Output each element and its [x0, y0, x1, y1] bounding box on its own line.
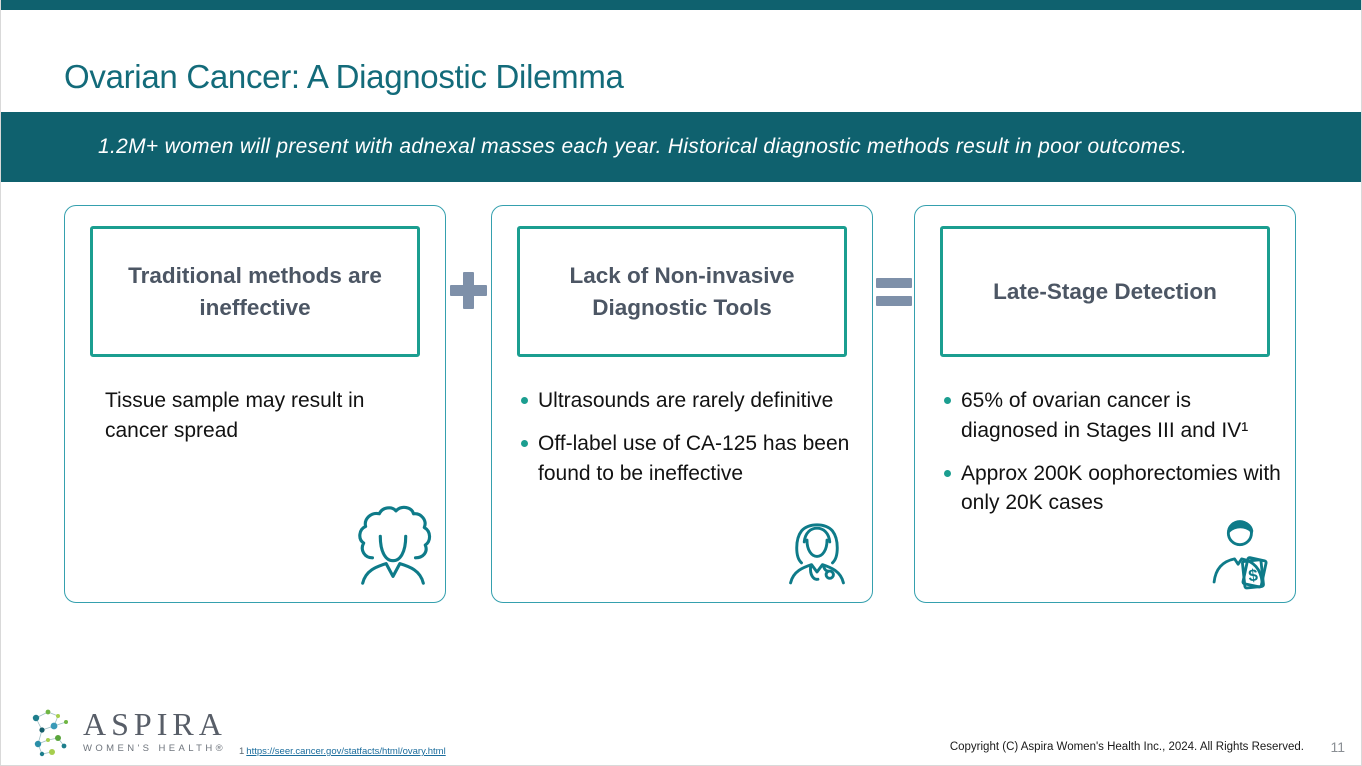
card-header-box: Traditional methods are ineffective: [90, 226, 420, 357]
bullet-item: Ultrasounds are rarely definitive: [520, 386, 858, 416]
footnote-link[interactable]: https://seer.cancer.gov/statfacts/html/o…: [246, 746, 446, 757]
card-bullet-list: Ultrasounds are rarely definitive Off-la…: [520, 386, 858, 501]
equals-icon: [876, 278, 912, 306]
card-header-box: Late-Stage Detection: [940, 226, 1270, 357]
page-number: 11: [1330, 739, 1345, 755]
plus-icon: [450, 272, 487, 309]
card-traditional-methods: Traditional methods are ineffective Tiss…: [64, 205, 446, 603]
top-accent-bar: [1, 0, 1361, 10]
aspira-logo-text: ASPIRA WOMEN'S HEALTH®: [83, 708, 227, 754]
subtitle-text: 1.2M+ women will present with adnexal ma…: [98, 135, 1188, 158]
card-bullet-list: 65% of ovarian cancer is diagnosed in St…: [943, 386, 1281, 531]
aspira-logo-dots-icon: [32, 709, 68, 757]
female-doctor-icon: [789, 523, 845, 585]
bullet-item: Approx 200K oophorectomies with only 20K…: [943, 459, 1281, 519]
aspira-logo: ASPIRA WOMEN'S HEALTH®: [27, 703, 227, 759]
card-header-label: Late-Stage Detection: [993, 278, 1217, 304]
logo-subtitle: WOMEN'S HEALTH®: [83, 743, 227, 754]
footnote-ref: 1: [239, 746, 245, 757]
card-header-label: Traditional methods are ineffective: [128, 263, 382, 320]
doctor-cost-icon: $: [1212, 520, 1268, 590]
footnote: 1 https://seer.cancer.gov/statfacts/html/…: [239, 746, 446, 757]
slide-title: Ovarian Cancer: A Diagnostic Dilemma: [64, 58, 624, 95]
logo-name: ASPIRA: [83, 706, 227, 742]
card-late-stage-detection: Late-Stage Detection 65% of ovarian canc…: [914, 205, 1296, 603]
copyright-text: Copyright (C) Aspira Women's Health Inc.…: [949, 741, 1304, 753]
woman-patient-icon: [358, 505, 432, 585]
subtitle-banner: 1.2M+ women will present with adnexal ma…: [1, 112, 1361, 182]
bullet-item: 65% of ovarian cancer is diagnosed in St…: [943, 386, 1281, 446]
card-body-text: Tissue sample may result in cancer sprea…: [105, 389, 365, 443]
card-lack-noninvasive-tools: Lack of Non-invasive Diagnostic Tools Ul…: [491, 205, 873, 603]
card-header-box: Lack of Non-invasive Diagnostic Tools: [517, 226, 847, 357]
card-header-label: Lack of Non-invasive Diagnostic Tools: [569, 263, 795, 320]
bullet-item: Off-label use of CA-125 has been found t…: [520, 429, 858, 489]
dollar-glyph: $: [1247, 566, 1259, 586]
